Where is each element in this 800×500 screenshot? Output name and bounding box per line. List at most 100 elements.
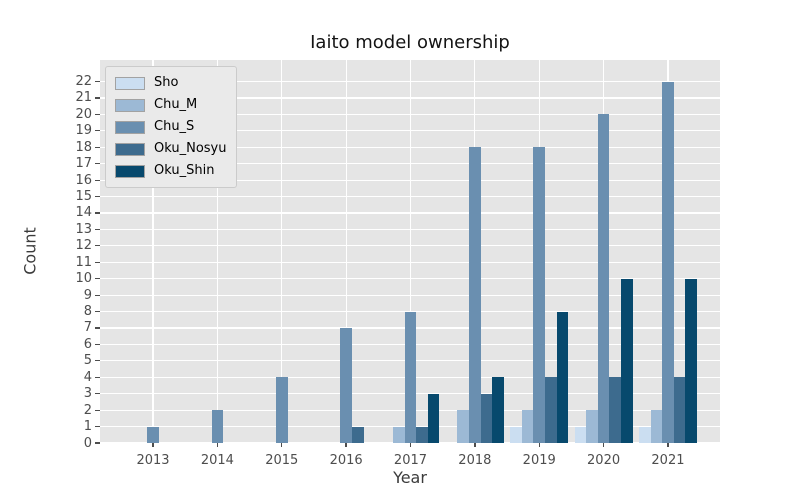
y-tick-mark	[95, 409, 100, 411]
y-tick-mark	[95, 97, 100, 99]
y-tick-label: 16	[75, 172, 92, 188]
y-tick-label: 0	[83, 435, 92, 451]
x-gridline	[216, 60, 218, 443]
y-tick-mark	[95, 212, 100, 214]
y-tick-mark	[95, 425, 100, 428]
y-tick-label: 6	[83, 336, 92, 352]
y-tick-mark	[95, 343, 100, 345]
y-tick-label: 20	[75, 106, 92, 122]
bar-Chu_S-2020	[597, 114, 610, 443]
y-tick-mark	[95, 360, 100, 362]
year-tick-label: 2017	[393, 453, 428, 468]
bar-Chu_M-2021	[650, 410, 663, 443]
bar-Chu_S-2018	[469, 147, 481, 443]
legend-label: Sho	[154, 75, 179, 90]
y-tick-label: 2	[83, 402, 92, 418]
y-tick-label: 10	[75, 271, 92, 287]
y-tick-mark	[95, 376, 100, 378]
x-tick-mark	[667, 443, 669, 447]
legend-item: Oku_Shin	[115, 162, 226, 180]
legend-item: Sho	[115, 74, 226, 92]
legend-label: Oku_Nosyu	[154, 141, 227, 156]
y-tick-label: 7	[83, 320, 92, 336]
bar-Chu_S-2021	[662, 81, 674, 443]
y-tick-label: 3	[83, 386, 92, 402]
y-tick-mark	[95, 195, 100, 198]
bar-Oku_Shin-2018	[492, 377, 504, 443]
x-tick-mark	[474, 443, 476, 447]
y-tick-label: 12	[75, 238, 92, 254]
y-tick-mark	[95, 261, 100, 263]
x-tick-mark	[345, 443, 347, 447]
x-gridline	[281, 60, 283, 443]
bar-Oku_Nosyu-2020	[609, 377, 621, 443]
bar-Chu_M-2020	[586, 410, 598, 443]
bar-Oku_Shin-2021	[685, 278, 697, 443]
bar-Chu_S-2016	[340, 327, 352, 443]
legend: Sho Chu_M Chu_S Oku_Nosyu Oku_Shin	[105, 66, 238, 188]
bar-Oku_Nosyu-2018	[480, 393, 493, 443]
bar-Chu_M-2019	[521, 410, 534, 443]
year-tick-label: 2020	[587, 453, 621, 468]
y-tick-label: 19	[75, 123, 92, 139]
y-tick-mark	[95, 294, 100, 296]
year-tick-label: 2013	[136, 453, 170, 468]
legend-swatch	[115, 164, 145, 178]
x-gridline	[409, 60, 412, 443]
y-tick-mark	[95, 245, 100, 247]
legend-label: Chu_S	[154, 119, 195, 134]
legend-swatch	[115, 120, 145, 134]
y-tick-label: 14	[75, 205, 92, 221]
legend-item: Chu_S	[115, 118, 226, 136]
y-tick-label: 5	[83, 353, 92, 369]
legend-swatch	[115, 142, 145, 156]
y-tick-label: 8	[83, 304, 92, 320]
bar-Chu_S-2017	[404, 311, 417, 443]
x-tick-mark	[281, 443, 283, 447]
y-tick-label: 13	[75, 221, 92, 237]
x-tick-mark	[602, 443, 605, 447]
bar-Chu_S-2014	[211, 410, 224, 443]
bar-Chu_M-2017	[393, 426, 405, 443]
year-tick-label: 2014	[200, 453, 234, 468]
year-tick-label: 2021	[651, 453, 685, 468]
x-tick-mark	[409, 443, 412, 447]
y-tick-label: 17	[75, 156, 92, 172]
bar-Oku_Nosyu-2019	[545, 377, 557, 443]
y-tick-mark	[95, 146, 100, 148]
chart-title: Iaito model ownership	[310, 32, 510, 53]
year-tick-label: 2015	[265, 453, 299, 468]
bar-Oku_Shin-2020	[620, 278, 633, 443]
y-tick-mark	[95, 80, 100, 83]
y-tick-label: 18	[75, 139, 92, 155]
y-tick-mark	[95, 179, 100, 181]
bar-Oku_Shin-2017	[427, 393, 440, 443]
x-axis-label: Year	[393, 468, 427, 487]
y-tick-mark	[95, 442, 100, 444]
y-tick-label: 9	[83, 287, 92, 303]
legend-label: Oku_Shin	[154, 163, 215, 178]
x-gridline	[152, 60, 154, 443]
bar-Chu_S-2015	[275, 377, 288, 443]
legend-item: Chu_M	[115, 96, 226, 114]
y-tick-mark	[95, 228, 100, 230]
year-tick-label: 2019	[522, 453, 556, 468]
y-tick-label: 21	[75, 90, 92, 106]
y-tick-mark	[95, 327, 100, 329]
y-tick-mark	[95, 310, 100, 313]
bar-Sho-2020	[574, 426, 587, 443]
bar-Sho-2021	[638, 426, 651, 443]
x-tick-mark	[152, 443, 154, 447]
bar-Oku_Nosyu-2021	[673, 377, 686, 443]
y-tick-mark	[95, 130, 100, 132]
x-gridline	[345, 60, 347, 443]
y-tick-mark	[95, 278, 100, 280]
y-tick-mark	[95, 393, 100, 395]
y-tick-label: 22	[75, 74, 92, 90]
legend-label: Chu_M	[154, 97, 198, 112]
bar-Oku_Shin-2019	[556, 311, 569, 443]
y-axis-label: Count	[20, 227, 40, 275]
bar-Chu_S-2019	[533, 147, 545, 443]
